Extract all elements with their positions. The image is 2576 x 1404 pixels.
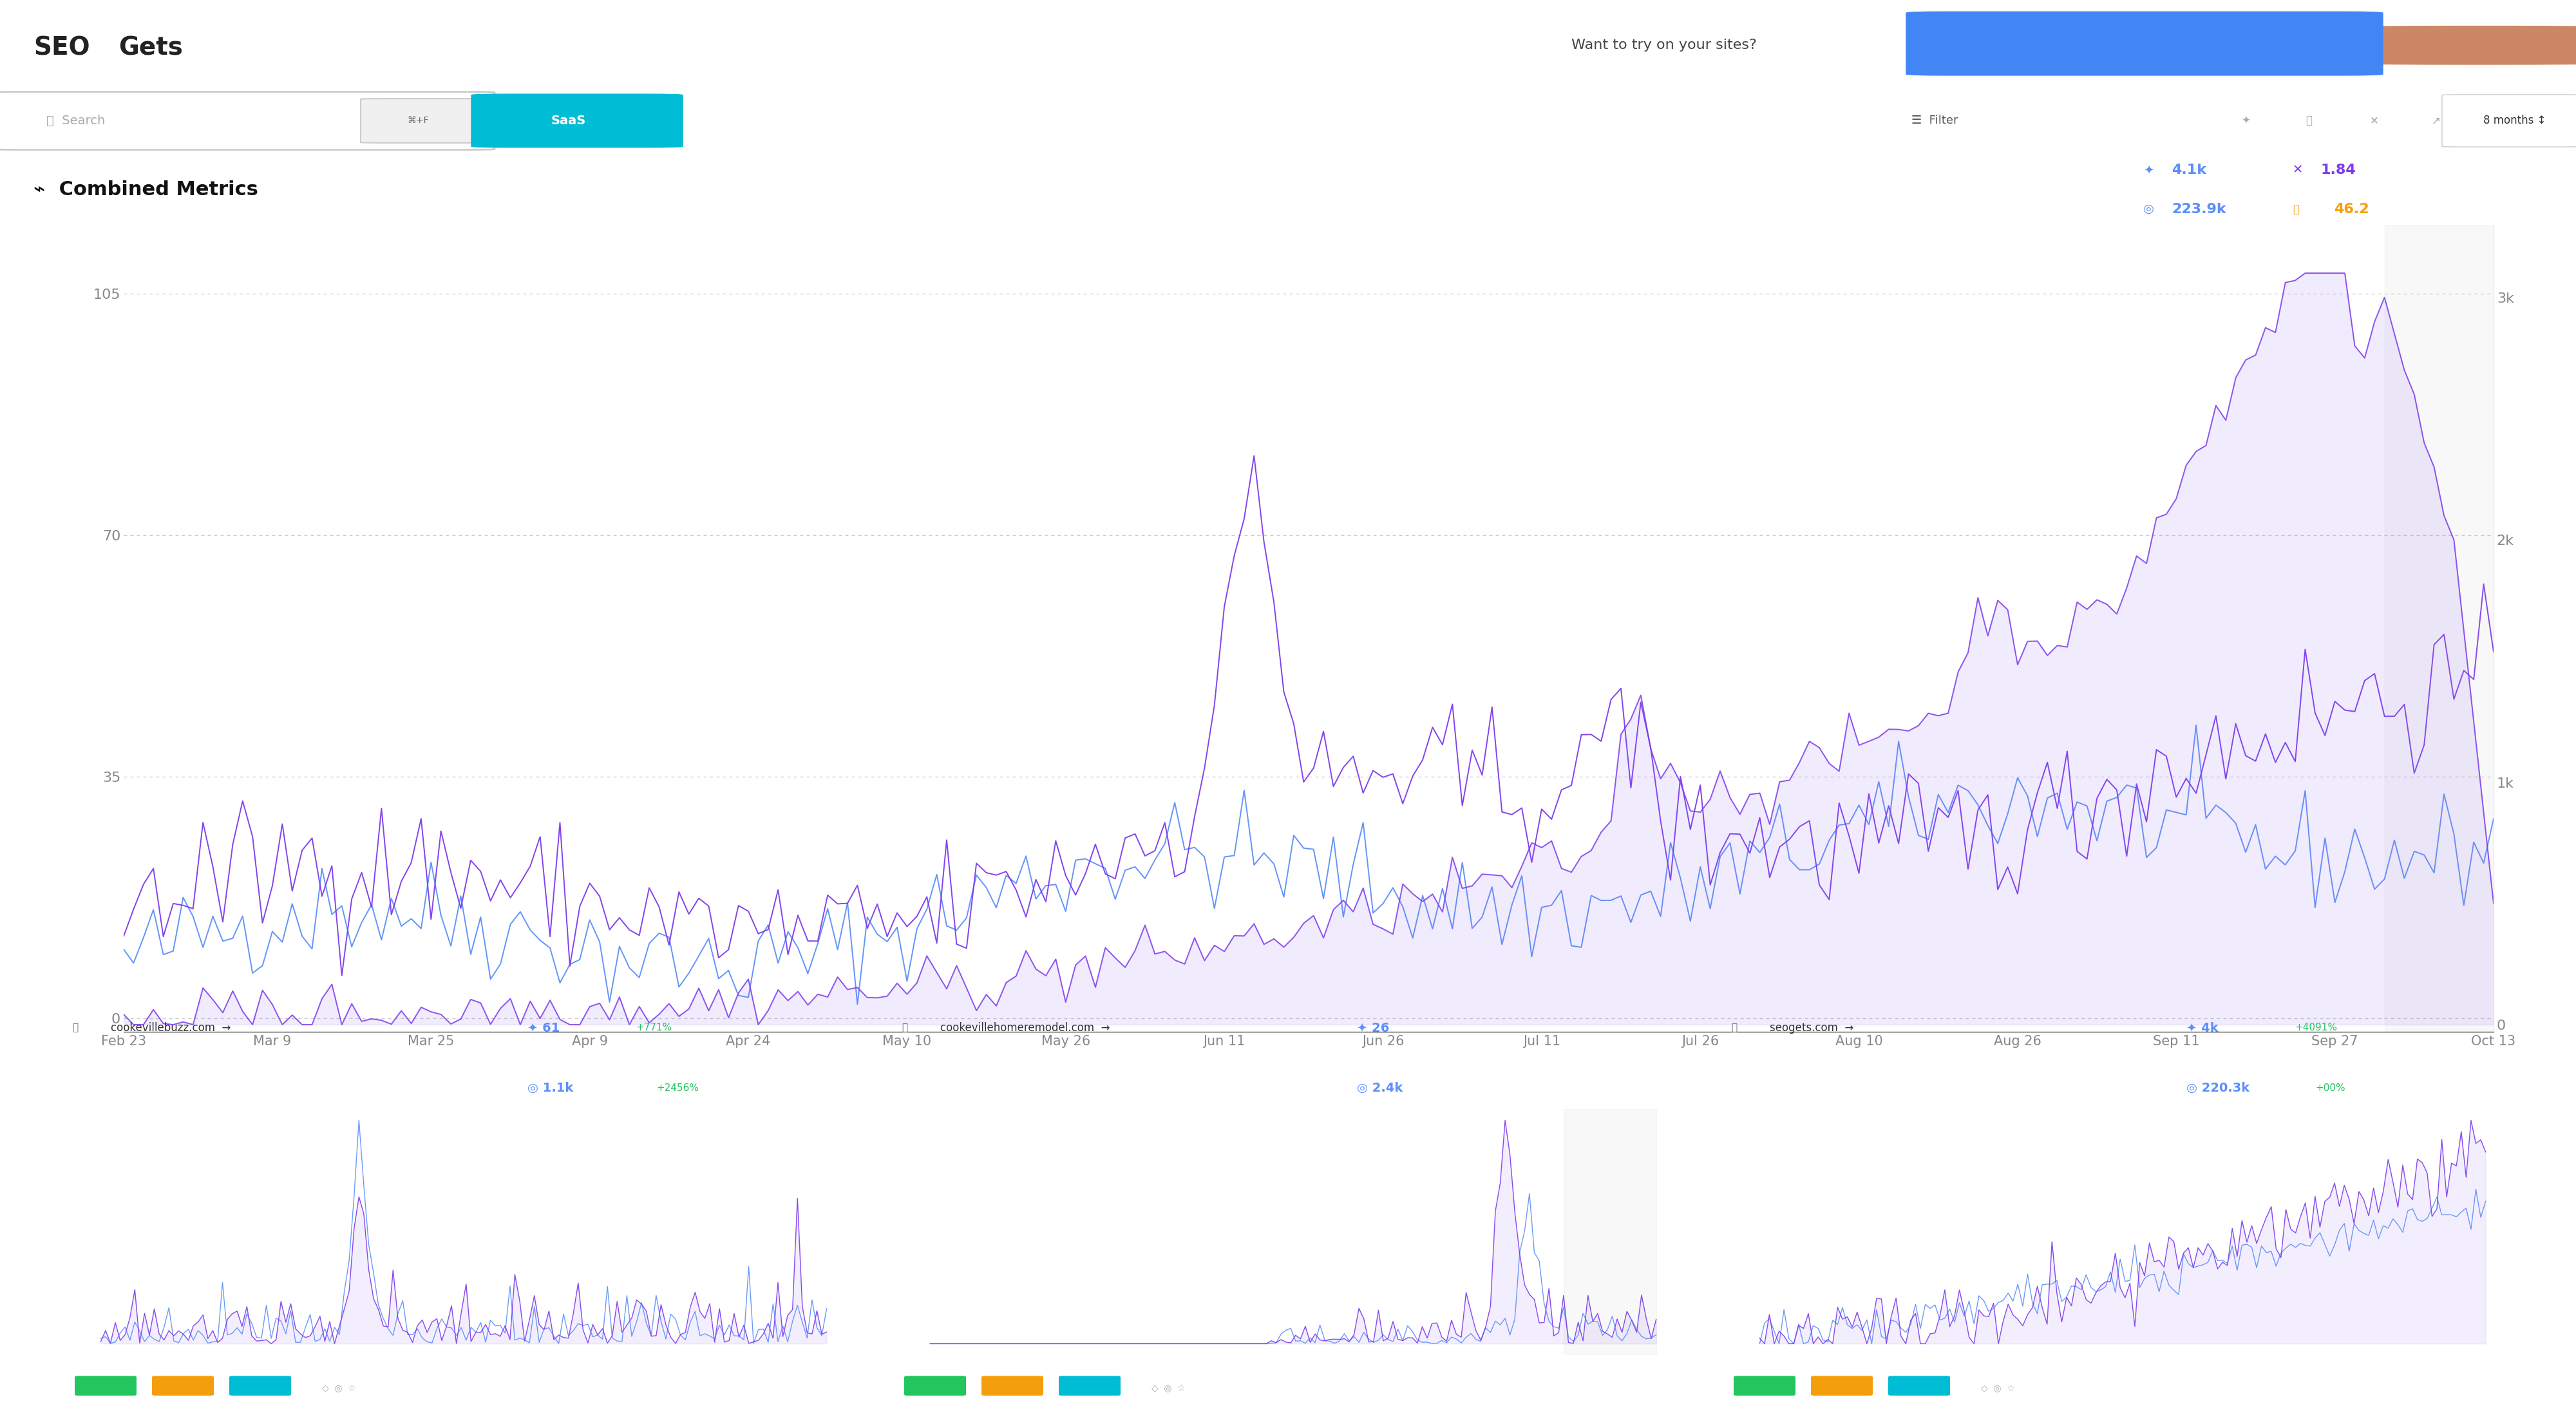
Text: Want to try on your sites?: Want to try on your sites? xyxy=(1571,39,1757,52)
Text: 46.2: 46.2 xyxy=(2334,202,2370,216)
Text: SEO: SEO xyxy=(33,35,90,60)
Text: ◎: ◎ xyxy=(2143,204,2154,215)
FancyBboxPatch shape xyxy=(2442,94,2576,147)
Text: 🏠: 🏠 xyxy=(72,1024,77,1032)
Text: +00%: +00% xyxy=(2316,1084,2344,1092)
Text: SaaS: SaaS xyxy=(551,115,587,126)
Text: 🏠: 🏠 xyxy=(902,1024,907,1032)
Text: ⌁  Combined Metrics: ⌁ Combined Metrics xyxy=(33,180,258,199)
Text: 🏠: 🏠 xyxy=(1731,1024,1736,1032)
Text: ✕: ✕ xyxy=(2370,115,2378,126)
Text: ✦: ✦ xyxy=(2143,164,2154,176)
FancyBboxPatch shape xyxy=(1906,11,2383,76)
Text: ◎ 2.4k: ◎ 2.4k xyxy=(1358,1082,1404,1094)
Bar xyxy=(2385,225,2494,1032)
Text: +771%: +771% xyxy=(636,1024,672,1032)
Text: 🔍  Search: 🔍 Search xyxy=(46,115,106,126)
Text: +4091%: +4091% xyxy=(2295,1024,2336,1032)
Text: 4.1k: 4.1k xyxy=(2172,163,2205,177)
FancyBboxPatch shape xyxy=(471,94,683,147)
Text: ✦: ✦ xyxy=(2241,115,2249,126)
Circle shape xyxy=(1914,27,2576,65)
Text: cookevillehomeremodel.com  →: cookevillehomeremodel.com → xyxy=(940,1022,1110,1033)
Text: ✦ 4k: ✦ 4k xyxy=(2187,1022,2218,1033)
Text: 1.84: 1.84 xyxy=(2321,163,2357,177)
Text: ◎ 1.1k: ◎ 1.1k xyxy=(528,1082,574,1094)
Text: ↗: ↗ xyxy=(2432,115,2439,126)
Text: ⌘+F: ⌘+F xyxy=(407,117,428,125)
Text: 223.9k: 223.9k xyxy=(2172,202,2226,216)
FancyBboxPatch shape xyxy=(0,91,495,150)
Text: +2456%: +2456% xyxy=(657,1084,698,1092)
Text: ◇  ◎  ☆: ◇ ◎ ☆ xyxy=(1981,1384,2014,1393)
Bar xyxy=(1564,1109,1656,1355)
Text: ◇  ◎  ☆: ◇ ◎ ☆ xyxy=(322,1384,355,1393)
Text: ◎ 220.3k: ◎ 220.3k xyxy=(2187,1082,2249,1094)
Text: ✦ 61: ✦ 61 xyxy=(528,1022,559,1033)
Text: Gets: Gets xyxy=(118,35,183,60)
Text: 🔥: 🔥 xyxy=(2293,204,2300,215)
Text: cookevillebuzz.com  →: cookevillebuzz.com → xyxy=(111,1022,232,1033)
FancyBboxPatch shape xyxy=(361,98,500,143)
Text: seogets.com  →: seogets.com → xyxy=(1770,1022,1855,1033)
Text: ✦ 26: ✦ 26 xyxy=(1358,1022,1388,1033)
Text: 8 months ↕: 8 months ↕ xyxy=(2483,115,2545,126)
Text: G  Start Free Trial: G Start Free Trial xyxy=(1963,38,2089,49)
Text: 👁: 👁 xyxy=(2306,115,2313,126)
Text: ☰  Filter: ☰ Filter xyxy=(1911,115,1958,126)
Text: ◇  ◎  ☆: ◇ ◎ ☆ xyxy=(1151,1384,1185,1393)
Text: ✕: ✕ xyxy=(2293,164,2303,176)
